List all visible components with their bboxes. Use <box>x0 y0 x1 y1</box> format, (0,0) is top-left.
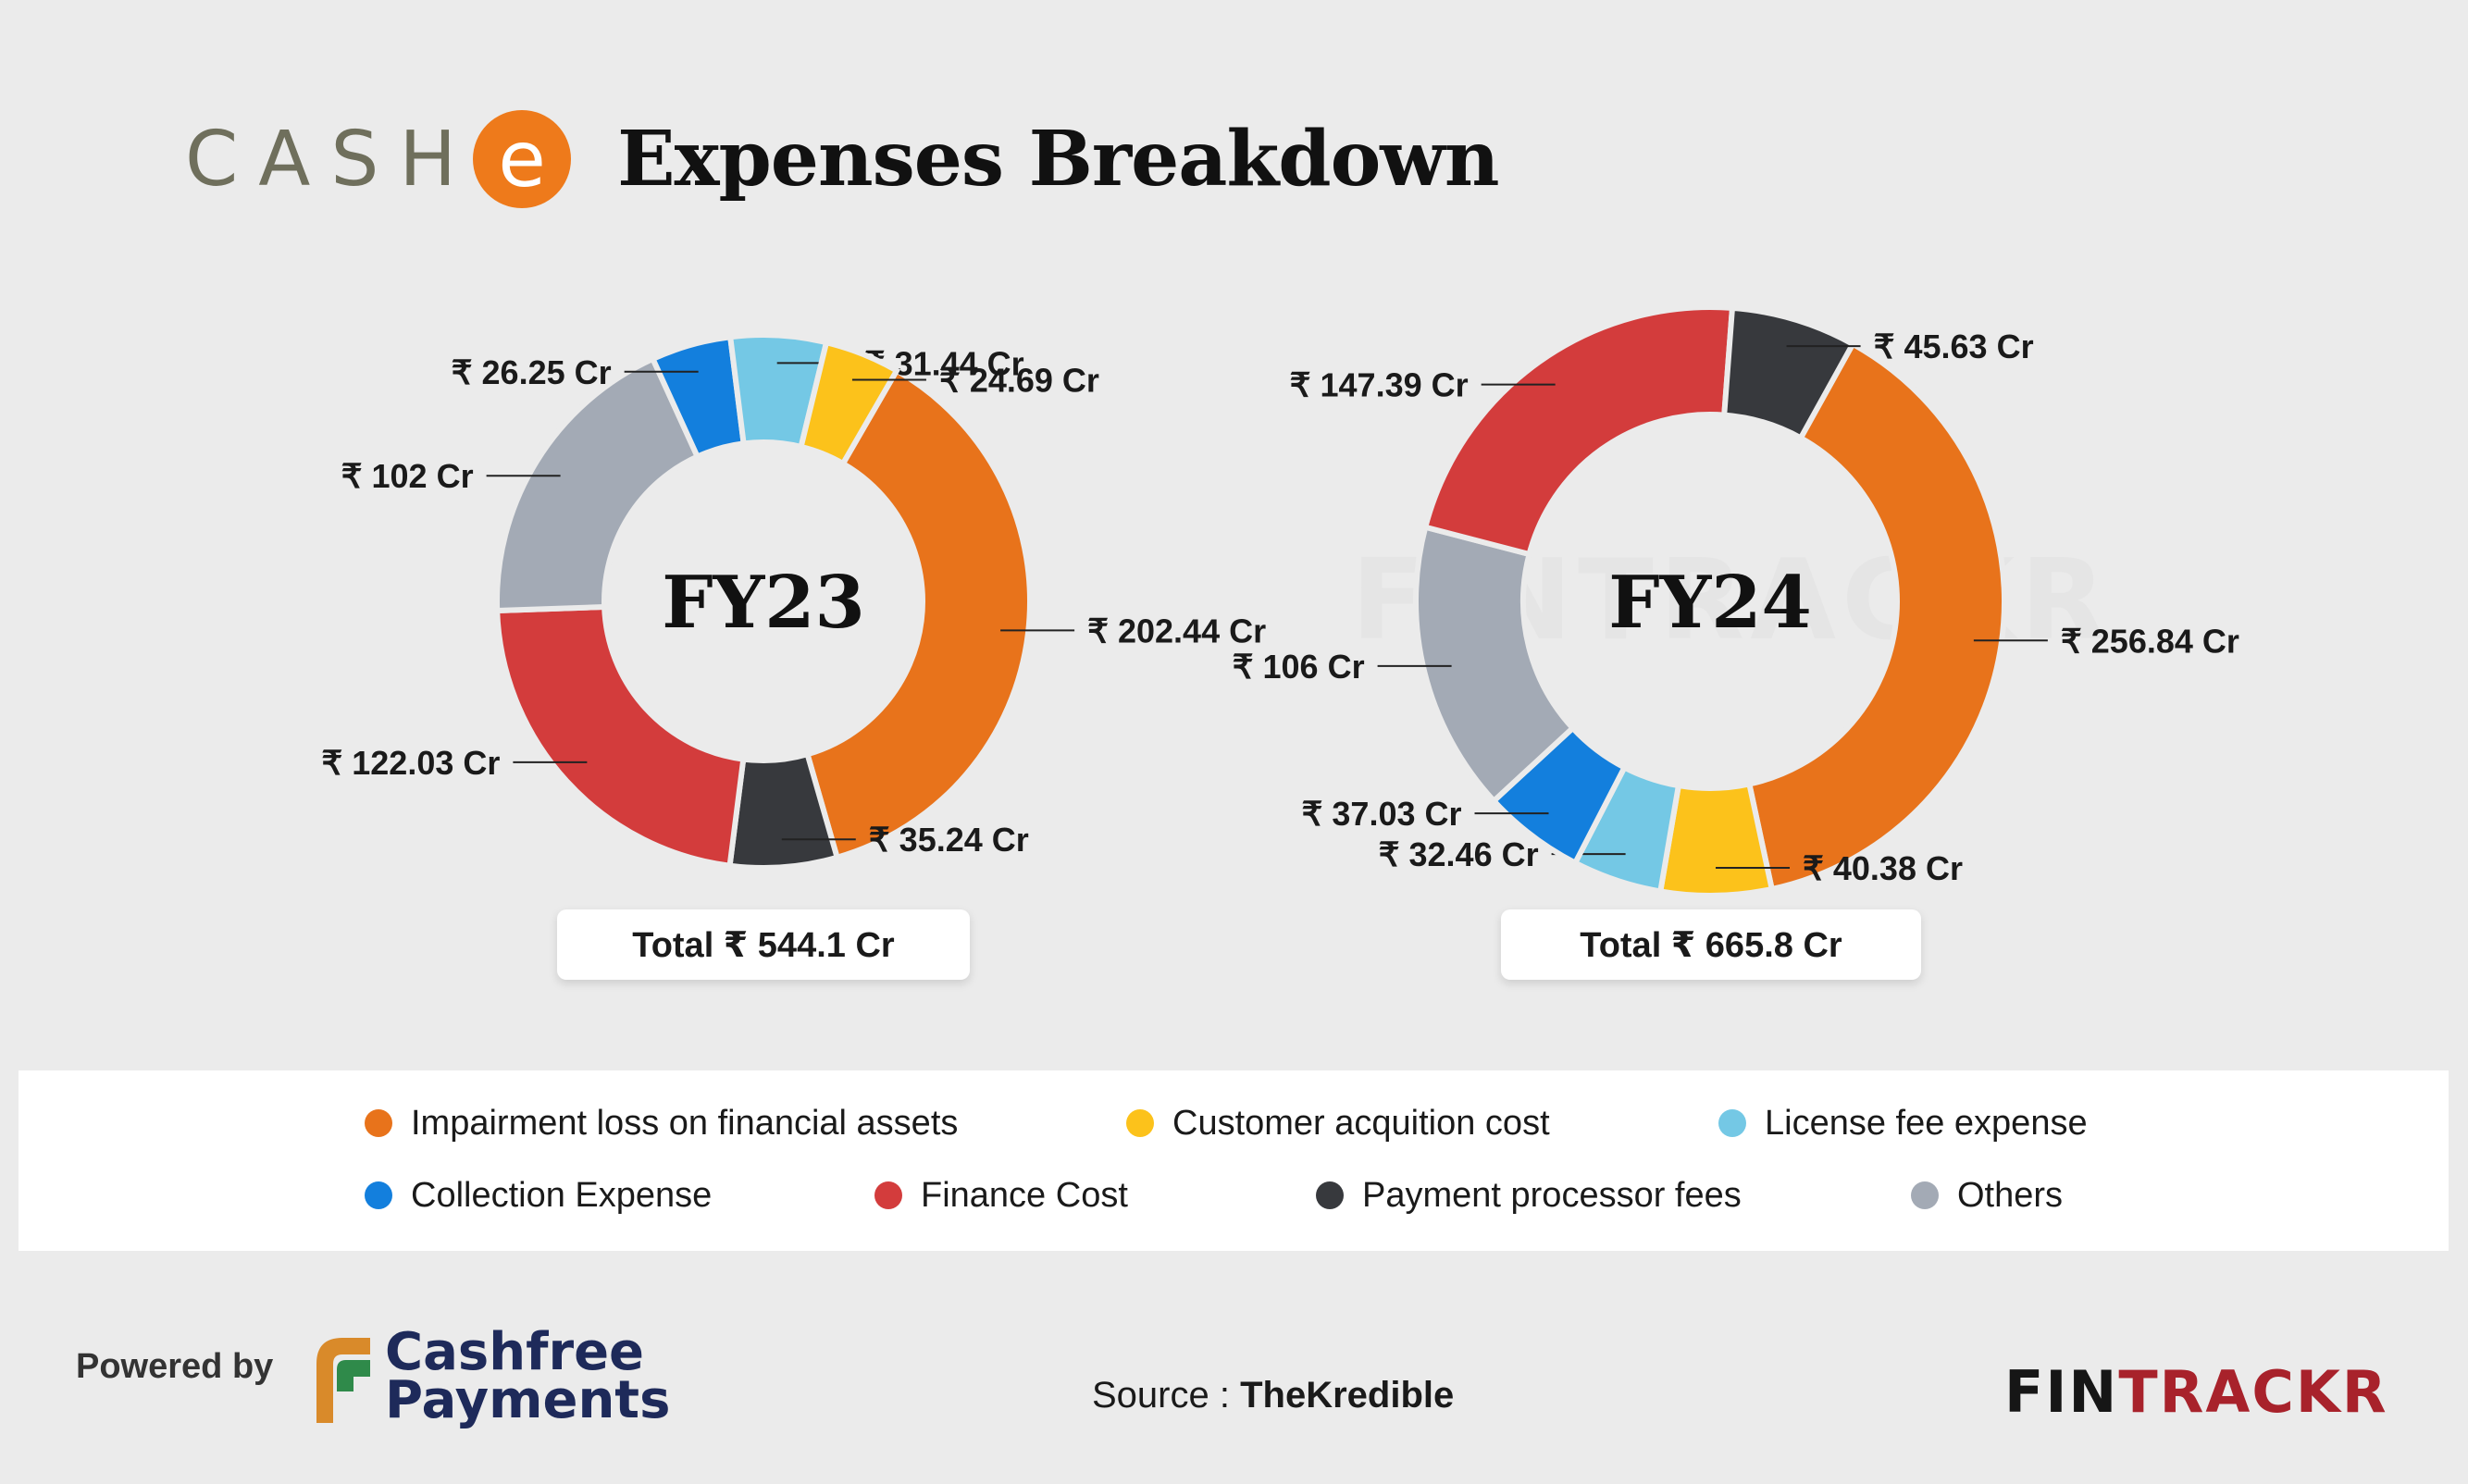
data-label-customer_acquisition: ₹ 24.69 Cr <box>939 362 1099 400</box>
data-label-payment_processor: ₹ 35.24 Cr <box>869 821 1029 859</box>
legend-label: Others <box>1957 1175 2064 1215</box>
data-label-others: ₹ 102 Cr <box>341 457 474 495</box>
legend-label: Impairment loss on financial assets <box>411 1103 959 1143</box>
legend-item-license: License fee expense <box>1718 1100 2088 1146</box>
source-prefix: Source : <box>1092 1375 1241 1416</box>
data-label-impairment: ₹ 202.44 Cr <box>1087 612 1266 649</box>
cashfree-logo: Cashfree Payments <box>313 1322 671 1430</box>
donut-slice-impairment <box>803 366 1033 861</box>
fintrackr-trackr: TRACKR <box>2118 1358 2388 1426</box>
logo-text: CASH <box>185 115 477 204</box>
data-label-collection: ₹ 26.25 Cr <box>452 353 612 391</box>
legend-label: Payment processor fees <box>1362 1175 1742 1215</box>
legend-dot <box>1911 1181 1939 1209</box>
legend-item-customer-acquisition: Customer acquition cost <box>1126 1100 1550 1146</box>
legend: Impairment loss on financial assets Cust… <box>19 1070 2449 1251</box>
donut-slice-finance <box>1421 304 1736 558</box>
legend-label: Finance Cost <box>921 1175 1128 1215</box>
data-label-payment_processor: ₹ 45.63 Cr <box>1874 328 2034 365</box>
data-label-impairment: ₹ 256.84 Cr <box>2061 622 2239 660</box>
legend-dot <box>1718 1109 1746 1137</box>
fintrackr-logo: FINTRACKR <box>2004 1358 2388 1426</box>
data-label-customer_acquisition: ₹ 40.38 Cr <box>1803 849 1963 887</box>
cashe-logo: CASH e <box>185 110 572 208</box>
data-label-license: ₹ 32.46 Cr <box>1379 835 1539 873</box>
legend-item-others: Others <box>1911 1172 2063 1218</box>
data-label-others: ₹ 106 Cr <box>1233 648 1365 686</box>
source-name: TheKredible <box>1240 1375 1455 1416</box>
data-label-finance: ₹ 122.03 Cr <box>321 744 500 782</box>
legend-dot <box>1126 1109 1154 1137</box>
donut-slice-finance <box>494 603 747 870</box>
legend-label: Customer acquition cost <box>1172 1103 1550 1143</box>
cashfree-text: Cashfree Payments <box>385 1322 671 1430</box>
fintrackr-fin: FIN <box>2004 1358 2119 1426</box>
header: CASH e Expenses Breakdown <box>185 104 1500 215</box>
page-title: Expenses Breakdown <box>617 115 1499 204</box>
total-fy23: Total ₹ 544.1 Cr <box>557 909 970 980</box>
center-label: FY23 <box>662 561 865 645</box>
center-label: FY24 <box>1608 561 1812 645</box>
cashfree-mark-icon <box>316 1338 370 1423</box>
legend-dot <box>365 1181 392 1209</box>
legend-item-finance: Finance Cost <box>874 1172 1128 1218</box>
cashfree-line2: Payments <box>385 1370 671 1430</box>
donut-slice-payment_processor <box>1721 304 1857 442</box>
cashfree-line1: Cashfree <box>385 1322 645 1382</box>
total-fy24: Total ₹ 665.8 Cr <box>1501 909 1921 980</box>
donut-slice-customer_acquisition <box>798 339 901 468</box>
legend-item-collection: Collection Expense <box>365 1172 712 1218</box>
legend-label: License fee expense <box>1765 1103 2088 1143</box>
data-label-collection: ₹ 37.03 Cr <box>1302 795 1462 833</box>
legend-label: Collection Expense <box>411 1175 713 1215</box>
donut-slice-others <box>494 354 701 614</box>
legend-item-impairment: Impairment loss on financial assets <box>365 1100 958 1146</box>
source: Source : TheKredible <box>1092 1375 1454 1416</box>
legend-dot <box>1316 1181 1344 1209</box>
logo-e-circle: e <box>473 110 572 208</box>
legend-dot <box>365 1109 392 1137</box>
donut-slice-impairment <box>1745 340 2007 893</box>
legend-item-payment-processor: Payment processor fees <box>1316 1172 1742 1218</box>
legend-dot <box>874 1181 902 1209</box>
powered-by-label: Powered by <box>76 1347 274 1386</box>
data-label-finance: ₹ 147.39 Cr <box>1290 366 1469 404</box>
